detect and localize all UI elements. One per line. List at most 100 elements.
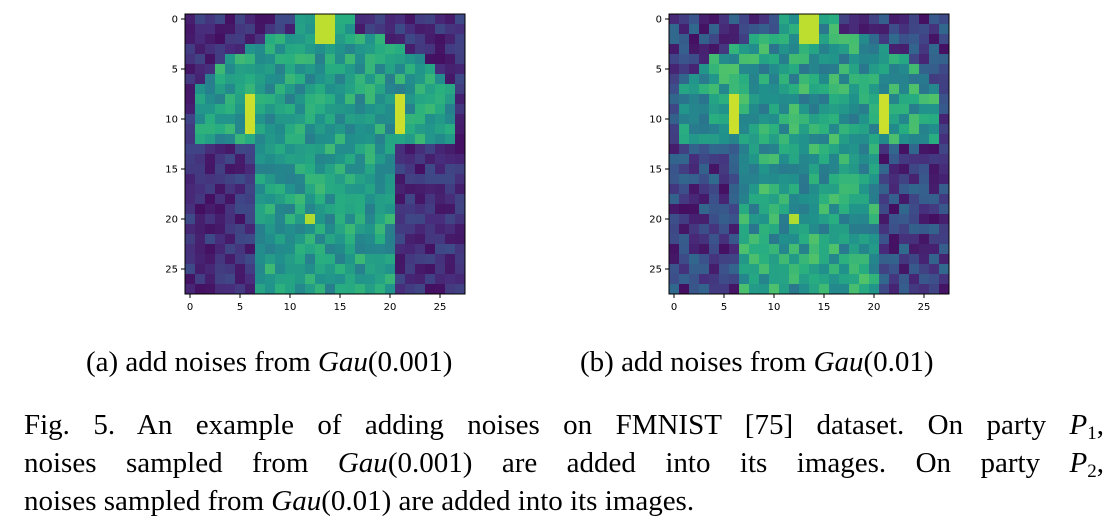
heatmap-cell — [455, 194, 466, 205]
heatmap-cell — [929, 54, 940, 65]
heatmap-cell — [325, 14, 336, 25]
heatmap-cell — [889, 274, 900, 285]
heatmap-cell — [859, 34, 870, 45]
heatmap-cell — [335, 284, 346, 295]
heatmap-cell — [699, 204, 710, 215]
heatmap-cell — [425, 204, 436, 215]
heatmap-cell — [669, 194, 680, 205]
heatmap-cell — [205, 274, 216, 285]
heatmap-cell — [809, 154, 820, 165]
heatmap-cell — [749, 134, 760, 145]
heatmap-cell — [939, 144, 950, 155]
heatmap-cell — [315, 104, 326, 115]
heatmap-cell — [265, 214, 276, 225]
heatmap-cell — [869, 84, 880, 95]
heatmap-cell — [385, 254, 396, 265]
heatmap-cell — [215, 84, 226, 95]
heatmap-cell — [245, 64, 256, 75]
heatmap-cell — [799, 104, 810, 115]
heatmap-cell — [849, 264, 860, 275]
heatmap-cell — [849, 64, 860, 75]
heatmap-cell — [669, 14, 680, 25]
heatmap-cell — [185, 44, 196, 55]
heatmap-cell — [345, 224, 356, 235]
heatmap-cell — [355, 104, 366, 115]
heatmap-cell — [245, 174, 256, 185]
heatmap-cell — [789, 44, 800, 55]
heatmap-cell — [859, 274, 870, 285]
heatmap-cell — [185, 144, 196, 155]
heatmap-cell — [445, 154, 456, 165]
heatmap-cell — [225, 284, 236, 295]
heatmap-cell — [929, 134, 940, 145]
heatmap-cell — [749, 244, 760, 255]
heatmap-cell — [275, 224, 286, 235]
heatmap-cell — [325, 54, 336, 65]
heatmap-cell — [185, 204, 196, 215]
heatmap-cell — [879, 144, 890, 155]
heatmap-cell — [275, 214, 286, 225]
heatmap-cell — [435, 44, 446, 55]
heatmap-cell — [295, 244, 306, 255]
heatmap-cell — [375, 74, 386, 85]
heatmap-cell — [729, 264, 740, 275]
heatmap-cell — [375, 274, 386, 285]
heatmap-cell — [739, 264, 750, 275]
heatmap-cell — [295, 124, 306, 135]
heatmap-cell — [405, 24, 416, 35]
heatmap-cell — [819, 104, 830, 115]
heatmap-cell — [699, 54, 710, 65]
heatmap-cell — [719, 194, 730, 205]
heatmap-cell — [719, 24, 730, 35]
heatmap-cell — [749, 264, 760, 275]
heatmap-cell — [435, 134, 446, 145]
heatmap-cell — [709, 74, 720, 85]
heatmap-cell — [235, 254, 246, 265]
heatmap-cell — [909, 114, 920, 125]
heatmap-cell — [899, 84, 910, 95]
heatmap-cell — [809, 124, 820, 135]
heatmap-cell — [869, 104, 880, 115]
heatmap-cell — [839, 134, 850, 145]
heatmap-cell — [345, 284, 356, 295]
heatmap-cell — [265, 224, 276, 235]
heatmap-cell — [679, 64, 690, 75]
heatmap-cell — [699, 24, 710, 35]
heatmap-cell — [395, 224, 406, 235]
heatmap-cell — [799, 214, 810, 225]
heatmap-cell — [315, 44, 326, 55]
heatmap-cell — [325, 84, 336, 95]
heatmap-cell — [265, 154, 276, 165]
x-tick-label: 5 — [721, 302, 727, 313]
heatmap-cell — [355, 154, 366, 165]
heatmap-cell — [919, 114, 930, 125]
heatmap-cell — [245, 114, 256, 125]
heatmap-cell — [729, 34, 740, 45]
caption-line-2-func: Gau — [337, 447, 388, 479]
heatmap-cell — [335, 134, 346, 145]
heatmap-cell — [285, 74, 296, 85]
heatmap-cell — [235, 244, 246, 255]
heatmap-cell — [929, 264, 940, 275]
heatmap-cell — [789, 204, 800, 215]
heatmap-cell — [769, 74, 780, 85]
heatmap-cell — [879, 54, 890, 65]
heatmap-cell — [305, 134, 316, 145]
heatmap-cell — [385, 194, 396, 205]
heatmap-cell — [819, 244, 830, 255]
heatmap-cell — [265, 34, 276, 45]
heatmap-cell — [275, 94, 286, 105]
heatmap-cell — [195, 134, 206, 145]
heatmap-cell — [779, 234, 790, 245]
heatmap-cell — [849, 214, 860, 225]
heatmap-cell — [919, 84, 930, 95]
heatmap-cell — [315, 184, 326, 195]
heatmap-cell — [719, 174, 730, 185]
heatmap-cell — [729, 274, 740, 285]
heatmap-cell — [799, 54, 810, 65]
heatmap-cell — [265, 194, 276, 205]
heatmap-cell — [195, 234, 206, 245]
heatmap-cell — [295, 84, 306, 95]
heatmap-cell — [899, 254, 910, 265]
heatmap-cell — [719, 34, 730, 45]
